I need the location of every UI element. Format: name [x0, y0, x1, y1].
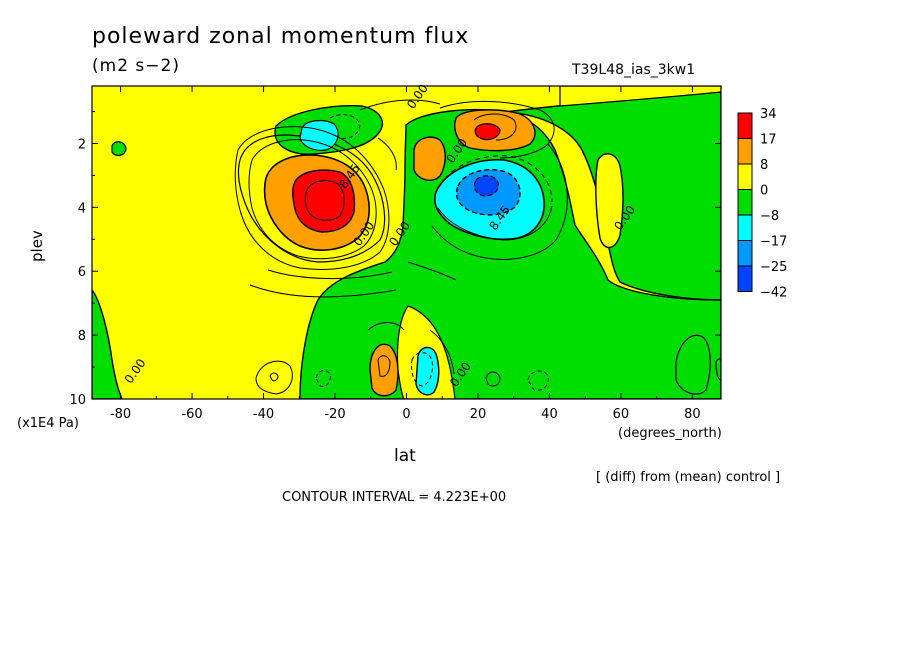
colorbar: 34 17 8 0 −8 −17 −25 −42 [737, 107, 787, 301]
x-tick-label: 40 [541, 407, 558, 422]
y-tick-label: 2 [78, 137, 86, 152]
region-neg-lower-cyan [415, 346, 440, 396]
y-tick-label: 4 [78, 201, 86, 216]
y-axis-ticks: 2 4 6 8 10 [69, 111, 721, 408]
x-tick-label: 20 [470, 407, 487, 422]
plot-area [92, 86, 721, 399]
colorbar-label: 17 [760, 133, 777, 148]
x-tick-label: 80 [684, 407, 701, 422]
colorbar-swatch [737, 112, 753, 139]
colorbar-swatch [737, 138, 753, 165]
region-pos-lower-orange [369, 343, 399, 397]
chart-units: (m2 s−2) [92, 56, 180, 76]
region-neg-upper-sh-cyan [299, 119, 339, 151]
colorbar-label: 0 [760, 184, 768, 199]
y-axis-unit: (x1E4 Pa) [17, 416, 79, 431]
region-neg-nh-darkblue [473, 175, 499, 197]
region-neg-blob-far-right [715, 358, 721, 381]
colorbar-label: 8 [760, 158, 768, 173]
region-pos-mid-orange [413, 136, 446, 181]
colorbar-label: −25 [760, 260, 787, 275]
x-tick-label: -80 [110, 407, 131, 422]
region-pos-nh-upper-red [474, 123, 501, 141]
x-tick-label: -40 [253, 407, 274, 422]
contour-interval: CONTOUR INTERVAL = 4.223E+00 [282, 490, 507, 505]
y-tick-label: 10 [69, 393, 86, 408]
region-neg-blob-right [675, 334, 711, 395]
colorbar-label: −8 [760, 209, 779, 224]
colorbar-swatch [737, 189, 753, 216]
diff-note: [ (diff) from (mean) control ] [596, 470, 781, 485]
region-neg-lower-left [92, 288, 123, 399]
x-tick-label: 60 [613, 407, 630, 422]
x-axis-ticks: -80 -60 -40 -20 0 20 40 60 80 [110, 86, 701, 422]
region-pos-mid-col [388, 144, 396, 158]
contour-lines [234, 99, 568, 395]
y-tick-label: 6 [78, 265, 86, 280]
colorbar-swatch [737, 163, 753, 190]
colorbar-swatch [737, 240, 753, 267]
region-pos-nh-upright [595, 153, 624, 249]
colorbar-label: −42 [760, 286, 787, 301]
x-tick-label: -20 [324, 407, 345, 422]
chart-title: poleward zonal momentum flux [92, 24, 470, 49]
colorbar-swatch [737, 214, 753, 241]
x-tick-label: 0 [402, 407, 410, 422]
region-neg-blob-left [111, 141, 127, 157]
x-tick-label: -60 [181, 407, 202, 422]
colorbar-swatch [737, 265, 753, 292]
run-id: T39L48_ias_3kw1 [572, 62, 696, 78]
x-axis-unit: (degrees_north) [618, 426, 722, 441]
y-tick-label: 8 [78, 329, 86, 344]
colorbar-label: 34 [760, 107, 777, 122]
x-axis-label: lat [394, 446, 416, 466]
colorbar-label: −17 [760, 235, 787, 250]
